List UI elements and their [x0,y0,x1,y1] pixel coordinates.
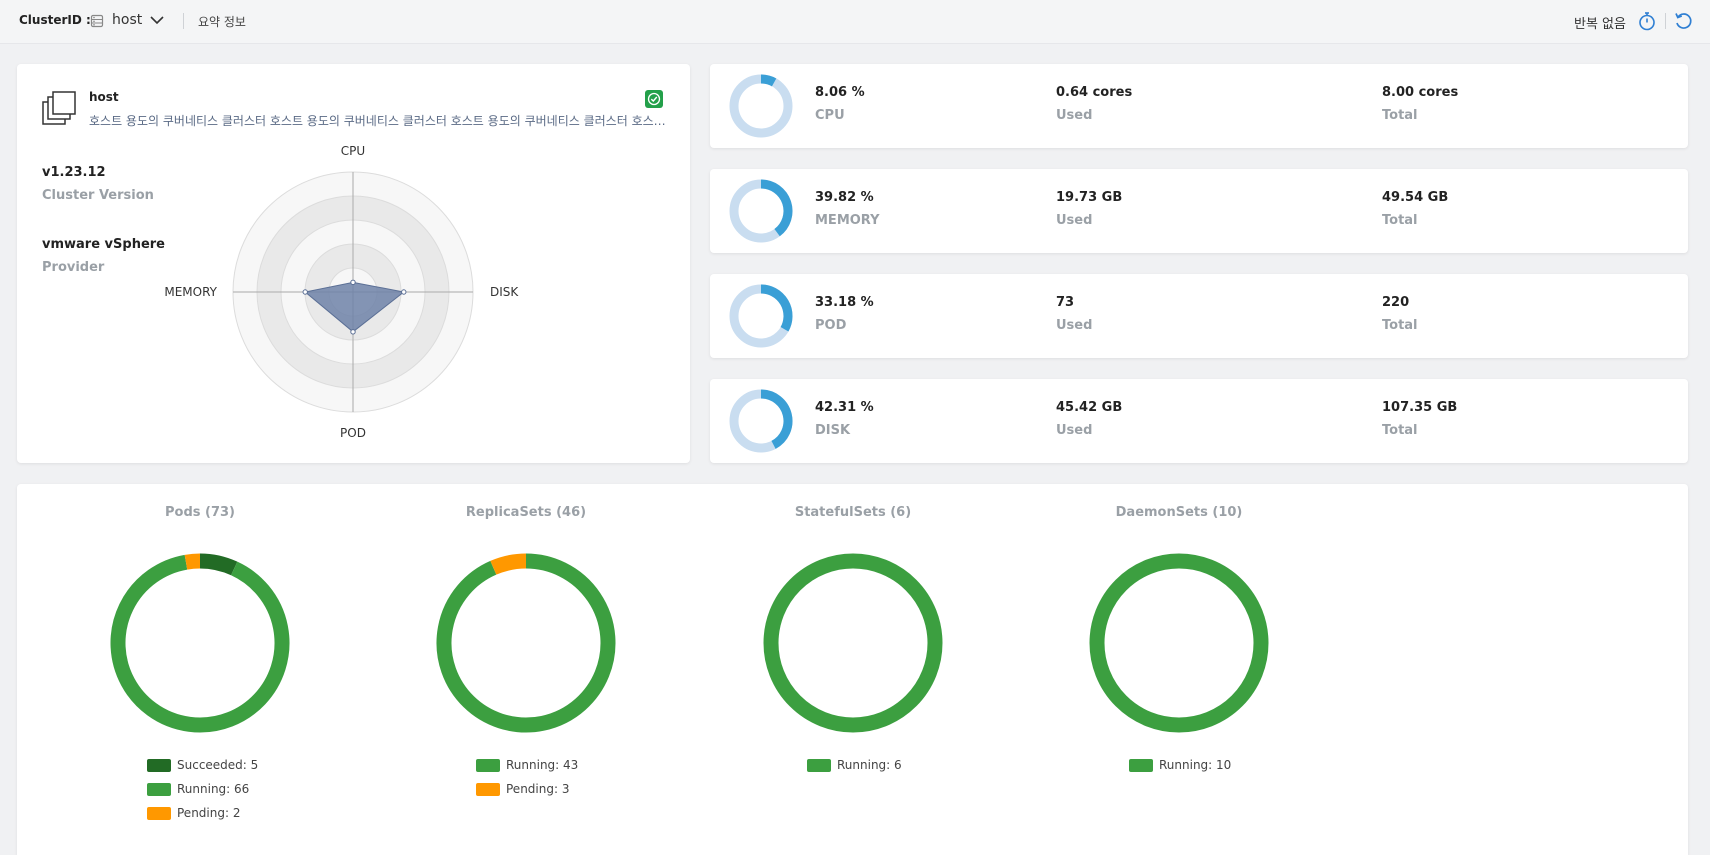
disk-used-value: 45.42 GB [1056,400,1123,415]
provider-label: Provider [42,260,105,275]
disk-usage-card: 42.31 % DISK 45.42 GB Used 107.35 GB Tot… [710,379,1688,463]
cluster-version-label: Cluster Version [42,188,154,203]
donut-used-arc [760,284,793,332]
legend-item: Succeeded: 5 [147,757,258,773]
donut-segment[interactable] [490,553,527,575]
radar-axis-label: MEMORY [164,285,217,299]
memory-percent: 39.82 % [815,190,874,205]
donut-used-arc [760,74,777,87]
donut-segment[interactable] [184,553,201,570]
disk-used-label: Used [1056,423,1093,438]
legend-item: Running: 43 [476,757,578,773]
cluster-select-value[interactable]: host [112,12,143,28]
radar-point [350,279,356,286]
pod-percent: 33.18 % [815,295,874,310]
cpu-usage-card: 8.06 % CPU 0.64 cores Used 8.00 cores To… [710,64,1688,148]
daemonsets-donut-chart [1089,553,1269,733]
memory-label: MEMORY [815,213,880,228]
statefulsets-chart-title: StatefulSets (6) [794,505,912,520]
disk-total-value: 107.35 GB [1382,400,1458,415]
donut-used-arc [760,179,793,237]
summary-info-link[interactable]: 요약 정보 [198,15,246,29]
pod-usage-card: 33.18 % POD 73 Used 220 Total [710,274,1688,358]
radar-axis-label: CPU [341,144,365,158]
workload-status-panel: Pods (73) Succeeded: 5 Running: 66 Pendi… [17,484,1688,855]
memory-total-label: Total [1382,213,1418,228]
pod-usage-donut [729,284,793,348]
cpu-used-label: Used [1056,108,1093,123]
cpu-total-label: Total [1382,108,1418,123]
pod-label: POD [815,318,847,333]
top-bar: ClusterID : host 요약 정보 반복 없음 [0,0,1710,44]
cpu-usage-donut [729,74,793,138]
donut-segment[interactable] [1089,553,1269,733]
donut-segment[interactable] [199,553,238,576]
disk-usage-donut [729,389,793,453]
cluster-id-label: ClusterID : [19,13,91,27]
repeat-select[interactable]: 반복 없음 [1574,17,1626,32]
cpu-label: CPU [815,108,845,123]
replicasets-donut-chart [436,553,616,733]
memory-total-value: 49.54 GB [1382,190,1449,205]
cluster-name: host [89,90,119,104]
radar-chart: CPU DISK POD MEMORY [164,144,519,440]
pod-total-value: 220 [1382,295,1410,310]
radar-axis-label: DISK [490,285,519,299]
radar-point [350,329,356,335]
refresh-icon[interactable] [1673,11,1693,31]
pods-chart-title: Pods (73) [164,505,235,520]
provider-value: vmware vSphere [42,237,165,252]
disk-percent: 42.31 % [815,400,874,415]
pods-donut-chart [110,553,290,733]
memory-used-label: Used [1056,213,1093,228]
cluster-version-value: v1.23.12 [42,165,106,180]
pod-total-label: Total [1382,318,1418,333]
cpu-total-value: 8.00 cores [1382,85,1459,100]
replicasets-chart-title: ReplicaSets (46) [465,505,587,520]
radar-point [302,289,308,295]
divider [183,13,184,29]
legend-item: Running: 10 [1129,757,1231,773]
stopwatch-icon[interactable] [1637,11,1657,31]
statefulsets-donut-chart [763,553,943,733]
cpu-used-value: 0.64 cores [1056,85,1133,100]
legend-item: Pending: 3 [476,781,569,797]
check-circle-icon [645,90,663,108]
radar-point [401,289,407,295]
daemonsets-chart-title: DaemonSets (10) [1115,505,1243,520]
disk-label: DISK [815,423,851,438]
pod-used-label: Used [1056,318,1093,333]
cpu-percent: 8.06 % [815,85,865,100]
divider [1665,13,1666,29]
memory-used-value: 19.73 GB [1056,190,1123,205]
radar-axis-label: POD [340,426,366,440]
donut-segment[interactable] [110,554,290,733]
memory-usage-card: 39.82 % MEMORY 19.73 GB Used 49.54 GB To… [710,169,1688,253]
legend-item: Pending: 2 [147,805,240,821]
donut-segment[interactable] [763,553,943,733]
legend-item: Running: 6 [807,757,902,773]
chevron-down-icon[interactable] [150,15,164,25]
legend-item: Running: 66 [147,781,249,797]
donut-used-arc [760,389,793,449]
donut-track [729,74,793,138]
donut-segment[interactable] [436,553,616,733]
memory-usage-donut [729,179,793,243]
cluster-info-card: host 호스트 용도의 쿠버네티스 클러스터 호스트 용도의 쿠버네티스 클러… [17,64,690,463]
server-icon [90,14,104,28]
disk-total-label: Total [1382,423,1418,438]
pod-used-value: 73 [1056,295,1075,310]
cluster-icon [42,91,76,125]
